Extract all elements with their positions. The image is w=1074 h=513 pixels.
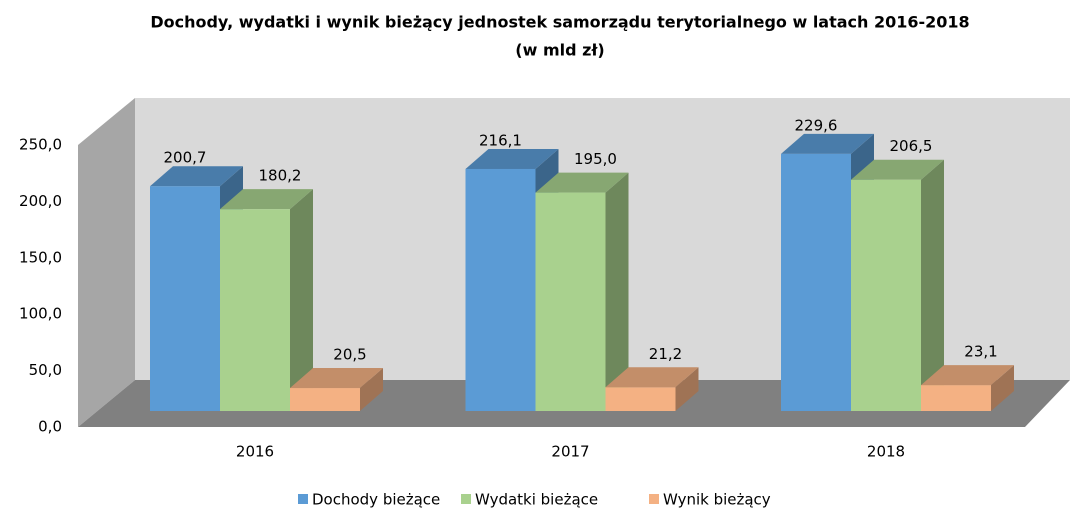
x-tick-label: 2018: [867, 443, 905, 461]
y-tick-label: 0,0: [38, 418, 62, 436]
y-tick-label: 150,0: [19, 248, 62, 266]
bar-side: [675, 367, 699, 411]
x-tick-label: 2017: [551, 443, 589, 461]
data-label: 206,5: [890, 137, 933, 155]
bar: [220, 209, 290, 411]
bar: [851, 179, 921, 411]
data-label: 21,2: [649, 345, 682, 363]
chart-subtitle: (w mld zł): [515, 41, 604, 60]
legend-label: Wydatki bieżące: [475, 491, 598, 509]
bar-top: [781, 133, 874, 154]
bar: [921, 385, 991, 411]
bar-top: [150, 166, 243, 187]
data-label: 23,1: [964, 343, 997, 361]
y-tick-label: 100,0: [19, 305, 62, 323]
bar-top: [605, 367, 699, 388]
legend-label: Dochody bieżące: [312, 491, 440, 509]
legend-swatch: [461, 494, 471, 504]
bar: [535, 192, 606, 411]
legend-label: Wynik bieżący: [663, 491, 771, 509]
legend-swatch: [649, 494, 659, 504]
data-label: 20,5: [333, 346, 366, 364]
side-wall: [78, 98, 135, 427]
y-tick-label: 50,0: [29, 361, 62, 379]
bar-side: [605, 172, 629, 411]
bar-top: [851, 159, 944, 180]
bar: [605, 387, 676, 411]
bar-side: [290, 189, 313, 411]
data-label: 229,6: [795, 116, 838, 134]
data-label: 200,7: [164, 149, 207, 167]
bar-top: [921, 365, 1014, 386]
bar-side: [921, 159, 944, 411]
bar-top: [465, 148, 559, 169]
data-label: 180,2: [259, 167, 302, 185]
bar-side: [360, 368, 383, 411]
bar-top: [535, 172, 629, 193]
bar: [781, 153, 851, 411]
chart-title: Dochody, wydatki i wynik bieżący jednost…: [150, 13, 969, 32]
y-tick-label: 200,0: [19, 192, 62, 210]
bar: [465, 168, 536, 411]
bar: [290, 388, 360, 411]
bar-side: [991, 365, 1014, 411]
y-tick-label: 250,0: [19, 136, 62, 154]
data-label: 216,1: [479, 131, 522, 149]
data-label: 195,0: [574, 150, 617, 168]
bar-top: [290, 368, 383, 389]
bar: [150, 186, 220, 411]
legend-swatch: [298, 494, 308, 504]
bar-top: [220, 189, 313, 210]
x-tick-label: 2016: [236, 443, 274, 461]
